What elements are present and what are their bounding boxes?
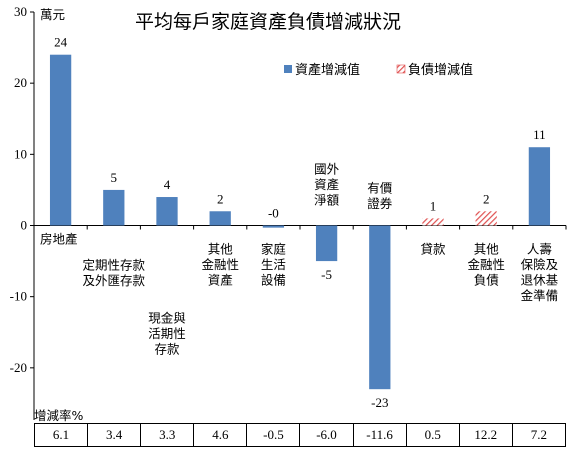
legend: 資產增減值 負債增減值 <box>284 62 473 78</box>
category-label: 生活 <box>261 257 286 272</box>
y-tick-label: -20 <box>10 360 27 375</box>
category-label: 保險及 <box>521 257 559 272</box>
unit-label: 萬元 <box>40 7 65 22</box>
data-label: 2 <box>483 191 490 206</box>
growth-rate-label: 增減率% <box>34 408 84 423</box>
category-label: 退休基 <box>521 273 559 288</box>
category-label: 其他 <box>208 242 234 257</box>
bar <box>315 225 338 262</box>
growth-rate-cell: 7.2 <box>511 423 567 447</box>
growth-rate-cell: 6.1 <box>33 423 89 447</box>
category-label: 金融性 <box>201 257 239 272</box>
growth-rate-cell: -0.5 <box>246 423 301 447</box>
category-label: 證券 <box>367 196 393 211</box>
growth-rate-cell: -6.0 <box>299 423 354 447</box>
growth-rate-cell: 3.4 <box>87 423 142 447</box>
category-label: 有價 <box>367 181 393 196</box>
data-label: -23 <box>371 395 388 410</box>
growth-rate-cell: 12.2 <box>458 423 513 447</box>
category-label: 淨額 <box>314 193 340 208</box>
growth-rate-cell: 0.5 <box>405 423 460 447</box>
category-label: 金融性 <box>467 257 505 272</box>
category-label: 貸款 <box>420 242 446 257</box>
category-label: 設備 <box>261 273 286 288</box>
data-label: 5 <box>111 170 118 185</box>
data-label: 11 <box>533 127 546 142</box>
category-label: 其他 <box>474 242 500 257</box>
growth-rate-cell: -11.6 <box>352 423 407 447</box>
category-label: 存款 <box>154 342 180 357</box>
bar <box>262 225 285 228</box>
category-label: 資產 <box>314 177 339 192</box>
category-label: 負債 <box>474 273 499 288</box>
growth-rate-table: 6.1 3.4 3.3 4.6 -0.5 -6.0 -11.6 0.5 12.2 7.2 <box>33 423 567 447</box>
growth-rate-row: 6.1 3.4 3.3 4.6 -0.5 -6.0 -11.6 0.5 12.2 7.2 <box>33 423 567 447</box>
legend-swatch-liabilities <box>396 64 406 74</box>
legend-label-liabilities: 負債增減值 <box>408 62 473 78</box>
category-label: 資產 <box>208 273 233 288</box>
category-label: 房地產 <box>40 232 78 247</box>
category-label: 人壽 <box>527 242 552 257</box>
data-label: -0 <box>268 206 279 221</box>
bar <box>156 197 178 226</box>
bar <box>475 211 497 226</box>
y-tick-label: 10 <box>14 146 27 161</box>
category-label: 現金與 <box>148 311 186 326</box>
data-label: -5 <box>321 267 332 282</box>
category-label: 及外匯存款 <box>83 273 146 288</box>
legend-swatch-assets <box>284 65 292 73</box>
legend-label-assets: 資產增減值 <box>295 62 360 78</box>
bar <box>49 54 72 226</box>
bar <box>103 189 125 226</box>
category-label: 國外 <box>314 162 340 177</box>
growth-rate-cell: 3.3 <box>140 423 195 447</box>
bar <box>209 211 231 226</box>
y-tick-label: 20 <box>14 75 27 90</box>
data-label: 2 <box>217 191 224 206</box>
growth-rate-cell: 4.6 <box>193 423 248 447</box>
bar <box>369 225 391 390</box>
category-label: 活期性 <box>148 326 186 341</box>
data-label: 24 <box>54 35 68 50</box>
bar-chart: 平均每戶家庭資產負債增減狀況 萬元 資產增減值 負債增減值 30 20 10 0 -10… <box>10 4 567 420</box>
category-label: 家庭 <box>261 242 287 257</box>
chart-title: 平均每戶家庭資產負債增減狀況 <box>135 11 401 33</box>
bar <box>422 218 444 226</box>
category-label: 金準備 <box>521 288 559 303</box>
category-label: 定期性存款 <box>83 258 146 273</box>
y-tick-label: -10 <box>10 289 27 304</box>
data-label: 4 <box>164 177 171 192</box>
y-tick-label: 30 <box>14 4 27 19</box>
y-tick-label: 0 <box>21 218 28 233</box>
bar <box>528 147 551 226</box>
data-label: 1 <box>430 198 437 213</box>
